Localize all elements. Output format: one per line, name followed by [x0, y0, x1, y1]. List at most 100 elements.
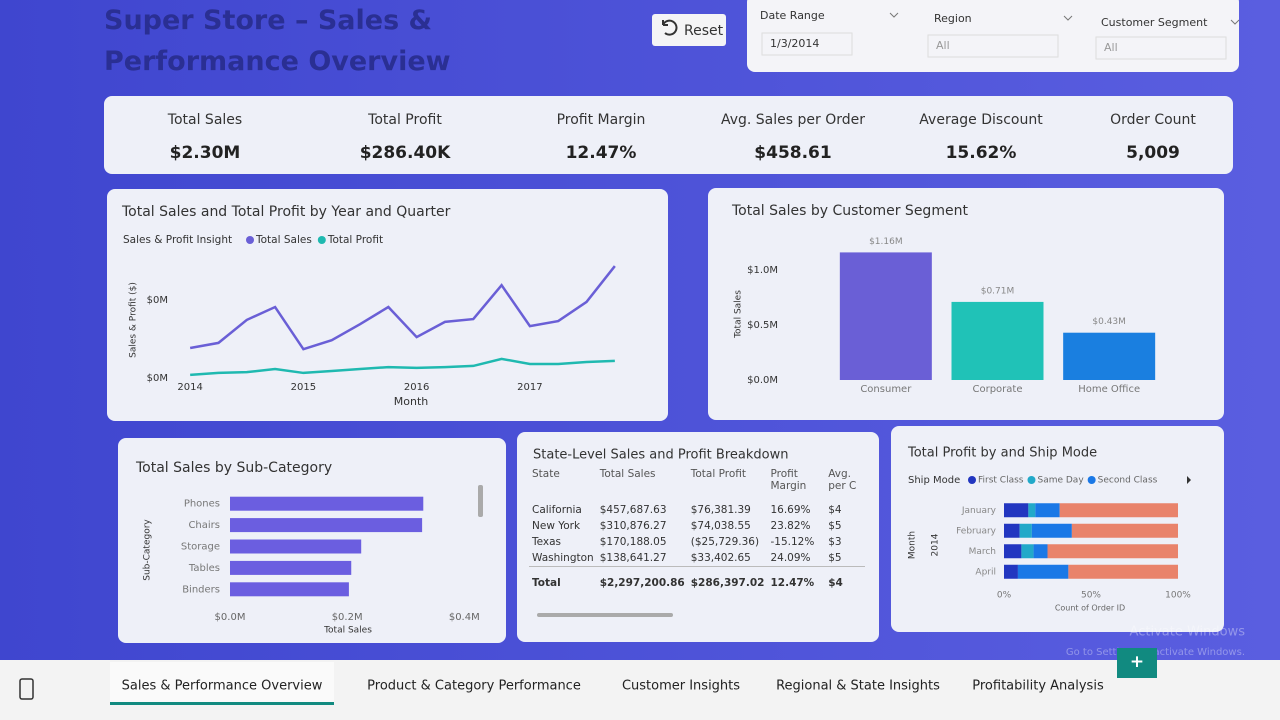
active-tab-underline: [110, 702, 334, 705]
kpi-value: 5,009: [1126, 143, 1180, 163]
y-tick-label: Binders: [182, 584, 220, 595]
x-tick-label: Consumer: [860, 384, 912, 395]
bar-segment: [1004, 523, 1020, 538]
x-axis-label: Month: [394, 395, 429, 408]
table-cell: $5: [828, 552, 842, 564]
kpi-value: $458.61: [754, 143, 831, 163]
reset-label: Reset: [684, 23, 724, 39]
bar-segment: [1028, 503, 1036, 518]
x-tick-label: 2017: [517, 382, 542, 393]
kpi-label: Avg. Sales per Order: [721, 112, 865, 128]
chart-title: Total Sales by Customer Segment: [731, 203, 968, 219]
table-cell: Washington: [532, 552, 594, 564]
data-label: $0.71M: [981, 286, 1015, 296]
x-tick-label: 2014: [177, 382, 202, 393]
y-tick-label: $0M: [147, 373, 168, 384]
chart-title: Total Sales and Total Profit by Year and…: [121, 204, 451, 220]
bar: [839, 252, 932, 380]
table-cell: 23.82%: [770, 520, 811, 532]
x-tick-label: $0.0M: [215, 612, 246, 623]
table-cell: $5: [828, 520, 842, 532]
kpi-value: $2.30M: [170, 143, 241, 163]
table-cell: New York: [532, 520, 581, 532]
kpi-label: Total Sales: [167, 112, 242, 128]
y-axis-label: Month: [908, 531, 918, 559]
bar: [951, 301, 1044, 380]
kpi-value: 12.47%: [566, 143, 637, 163]
bar: [230, 582, 349, 597]
bar-segment: [1004, 544, 1022, 559]
filter-dropdown[interactable]: [927, 34, 1059, 58]
bar-segment: [1004, 503, 1029, 518]
add-page-label: +: [1130, 652, 1144, 672]
y-axis-label: Sub-Category: [143, 519, 153, 581]
kpi-card: [104, 96, 1233, 174]
data-label: $1.16M: [869, 237, 903, 247]
kpi-label: Average Discount: [919, 112, 1043, 128]
table-cell: $310,876.27: [599, 520, 667, 532]
x-tick-label: 2015: [291, 382, 316, 393]
filter-value: All: [1104, 41, 1118, 54]
legend-marker: [1027, 476, 1036, 484]
bar-segment: [1019, 523, 1032, 538]
filter-dropdown[interactable]: [1095, 36, 1227, 60]
bar-segment: [1071, 523, 1178, 538]
data-label: $0.43M: [1092, 317, 1126, 327]
legend-label: First Class: [978, 476, 1024, 486]
filter-dropdown[interactable]: [761, 32, 853, 56]
table-cell: Texas: [532, 536, 562, 548]
x-tick-label: $0.4M: [449, 612, 480, 623]
table-header: State Total Sales Total Profit Profit Margi…: [529, 466, 865, 498]
table-title: State-Level Sales and Profit Breakdown: [533, 448, 788, 463]
bar-segment: [1035, 503, 1060, 518]
bar-segment: [1031, 523, 1072, 538]
dropdown-chevron: [1230, 19, 1240, 25]
filter-label: Date Range: [760, 9, 825, 22]
tab-label: Regional & State Insights: [776, 679, 940, 694]
column-header: Total Profit: [690, 468, 746, 480]
table-cell: California: [532, 504, 582, 516]
y-tick-label: $0.5M: [747, 320, 778, 331]
bar-segment: [1017, 564, 1069, 579]
bar-segment: [1033, 544, 1048, 559]
y-group-label: 2014: [931, 533, 941, 556]
filter-label: Customer Segment: [1101, 16, 1208, 29]
tab[interactable]: [110, 662, 334, 702]
table-cell: $33,402.65: [690, 552, 751, 564]
y-tick-label: January: [961, 506, 997, 516]
x-tick-label: $0.2M: [332, 612, 363, 623]
x-tick-label: 2016: [404, 382, 429, 393]
x-tick-label: 0%: [997, 591, 1012, 601]
legend-title: Ship Mode: [908, 475, 960, 486]
table-cell: $138,641.27: [599, 552, 667, 564]
tab-label: Customer Insights: [622, 679, 740, 694]
dropdown-chevron: [1063, 15, 1073, 21]
chart-title: Total Sales by Sub-Category: [135, 460, 332, 476]
legend-label: Same Day: [1037, 476, 1084, 486]
add-page-button[interactable]: [1117, 648, 1157, 678]
y-tick-label: Phones: [184, 499, 220, 510]
kpi-value: 15.62%: [946, 143, 1017, 163]
filter-panel: [747, 0, 1239, 72]
table-row: Texas $170,188.05 ($25,729.36) -15.12% $3: [529, 534, 865, 550]
filter-value: 1/3/2014: [770, 37, 819, 50]
kpi-value: $286.40K: [360, 143, 451, 163]
bar-segment: [1004, 564, 1018, 579]
table-cell: $457,687.63: [599, 504, 667, 516]
table-cell: -15.12%: [770, 536, 815, 548]
y-tick-label: Chairs: [188, 520, 220, 531]
column-header: Avg. per C: [828, 468, 857, 492]
bar-segment: [1068, 564, 1178, 579]
table-row: New York $310,876.27 $74,038.55 23.82% $5: [529, 518, 865, 534]
dropdown-chevron: [889, 12, 899, 18]
chart-title: Total Profit by and Ship Mode: [907, 446, 1097, 461]
page-icon: [19, 678, 34, 700]
total-cell: Total: [529, 566, 597, 591]
x-tick-label: 50%: [1081, 591, 1101, 601]
legend-marker: [246, 236, 254, 244]
column-header: State: [532, 468, 560, 480]
reset-button[interactable]: [652, 14, 726, 46]
bar: [230, 496, 424, 511]
